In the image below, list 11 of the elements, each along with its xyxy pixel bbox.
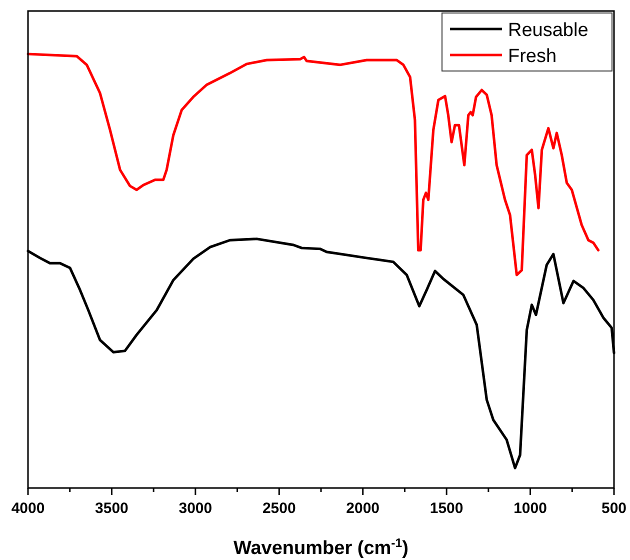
x-tick-label: 3500 — [95, 500, 128, 517]
x-tick-label: 4000 — [11, 500, 45, 517]
x-tick-label: 3000 — [178, 500, 212, 517]
legend-label: Fresh — [508, 46, 557, 67]
x-tick-label: 2000 — [346, 500, 380, 517]
legend-label: Reusable — [508, 20, 588, 41]
x-tick-label: 1000 — [514, 500, 547, 517]
x-axis-title: Wavenumber (cm$^{-1}$) — [234, 536, 408, 559]
x-tick-label: 1500 — [430, 500, 464, 517]
x-tick-label: 500 — [601, 500, 627, 517]
x-tick-label: 2500 — [262, 500, 296, 517]
